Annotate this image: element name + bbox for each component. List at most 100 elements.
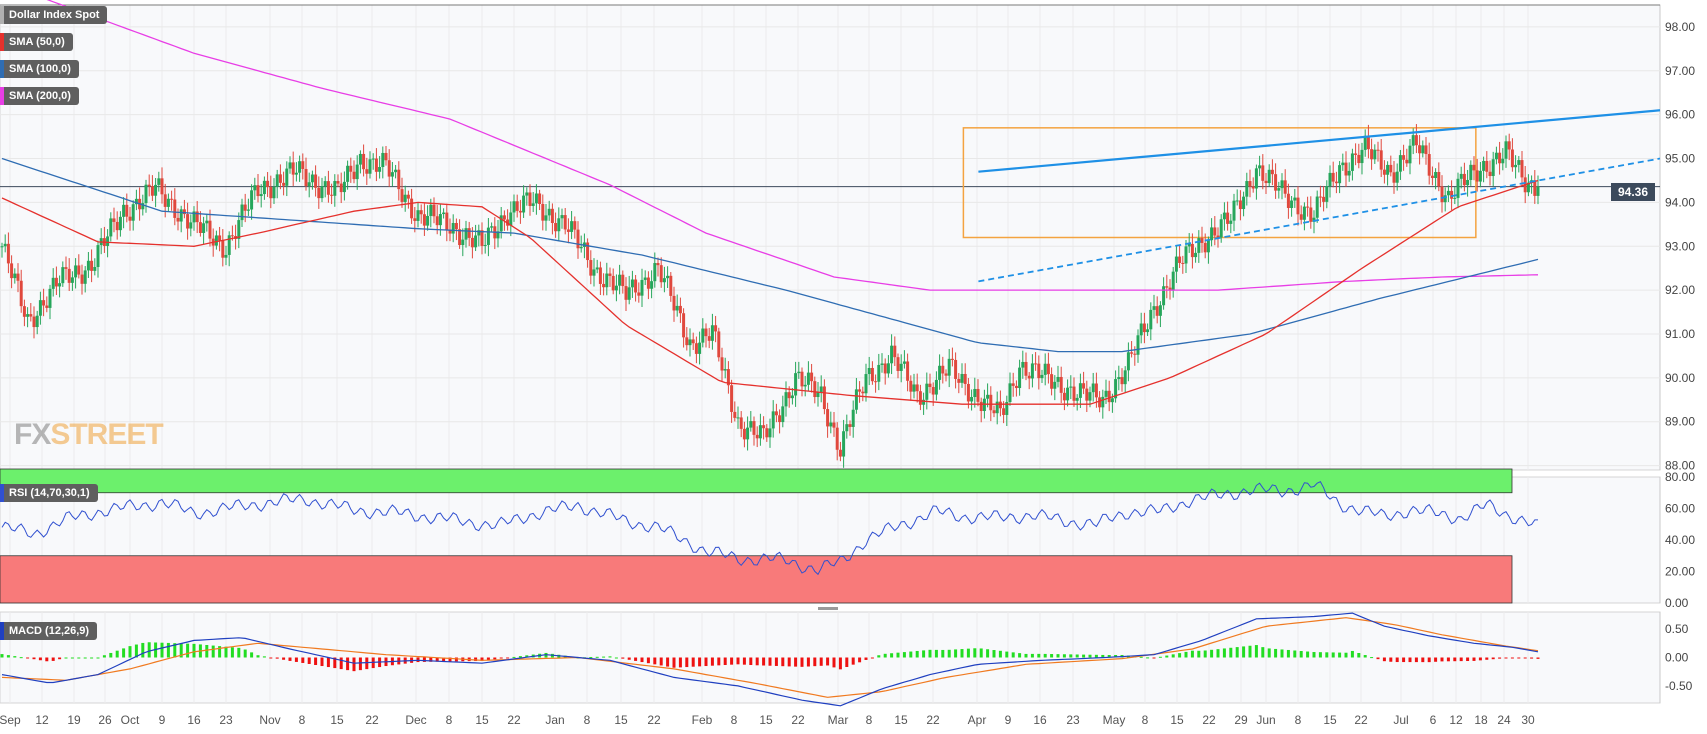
macd-histogram-bar [1434, 657, 1438, 662]
candle-body [342, 181, 346, 193]
candle-body [355, 164, 359, 180]
legend-rsi[interactable]: RSI (14,70,30,1) [0, 484, 98, 502]
price-tick-label: 91.00 [1665, 327, 1695, 341]
candle-body [205, 220, 209, 224]
x-tick-label: Oct [121, 713, 140, 727]
rsi-tick-label: 40.00 [1665, 533, 1695, 547]
candle-body [1264, 180, 1268, 184]
macd-histogram-bar [1357, 652, 1361, 658]
candle-body [1014, 385, 1018, 389]
candle-body [1091, 383, 1095, 393]
candle-body [1514, 164, 1518, 168]
candle-body [384, 152, 388, 161]
candle-body [1190, 243, 1194, 258]
candle-body [10, 263, 14, 279]
macd-histogram-bar [1318, 652, 1322, 658]
legend-macd[interactable]: MACD (12,26,9) [0, 622, 98, 640]
legend-sma200[interactable]: SMA (200,0) [0, 87, 79, 105]
candle-body [410, 198, 414, 219]
macd-histogram-bar [710, 657, 714, 666]
candle-body [490, 226, 494, 228]
legend-symbol[interactable]: Dollar Index Spot [0, 6, 108, 24]
macd-histogram-bar [890, 653, 894, 658]
candle-body [1197, 238, 1201, 253]
candle-body [173, 199, 177, 218]
candle-body [979, 401, 983, 412]
candle-body [131, 204, 135, 221]
legend-sma50[interactable]: SMA (50,0) [0, 33, 73, 51]
candle-body [477, 230, 481, 236]
price-tick-label: 89.00 [1665, 415, 1695, 429]
candle-body [659, 265, 663, 283]
candle-body [829, 422, 833, 427]
candle-body [1117, 377, 1121, 380]
candle-body [230, 235, 234, 237]
macd-histogram-bar [230, 647, 234, 658]
candle-body [1328, 172, 1332, 187]
candle-body [1491, 159, 1495, 177]
macd-histogram-bar [256, 655, 260, 658]
x-tick-label: Apr [968, 713, 987, 727]
macd-histogram-bar [1453, 657, 1457, 662]
macd-histogram-bar [947, 649, 951, 658]
legend-symbol-label: Dollar Index Spot [9, 9, 100, 21]
candle-body [1517, 160, 1521, 165]
macd-histogram-bar [1197, 650, 1201, 658]
macd-histogram-bar [320, 657, 324, 667]
macd-histogram-bar [19, 657, 23, 659]
candle-body [1430, 175, 1434, 179]
candle-body [1082, 383, 1086, 389]
candle-body [1427, 154, 1431, 176]
macd-histogram-bar [646, 657, 650, 664]
macd-histogram-bar [672, 657, 676, 668]
candle-body [157, 178, 161, 185]
candle-body [1475, 170, 1479, 182]
candle-body [1226, 212, 1230, 224]
candle-body [1152, 306, 1156, 310]
macd-histogram-bar [1235, 647, 1239, 658]
candle-body [906, 361, 910, 381]
candle-body [1248, 181, 1252, 187]
candle-body [122, 204, 126, 217]
legend-sma100[interactable]: SMA (100,0) [0, 60, 79, 78]
candle-body [429, 204, 433, 216]
legend-sma200-label: SMA (200,0) [9, 90, 71, 102]
candle-body [723, 369, 727, 371]
candle-body [691, 339, 695, 344]
candle-body [934, 379, 938, 395]
candle-body [179, 209, 183, 222]
candle-body [413, 218, 417, 221]
candle-body [749, 421, 753, 428]
macd-histogram-bar [205, 644, 209, 658]
candle-body [352, 171, 356, 180]
macd-histogram-bar [634, 657, 638, 661]
candle-body [272, 186, 276, 199]
macd-histogram-bar [973, 648, 977, 658]
macd-histogram-bar [1338, 652, 1342, 658]
macd-histogram-bar [1107, 654, 1111, 658]
candle-body [941, 365, 945, 374]
candle-body [58, 283, 62, 287]
macd-histogram-bar [1018, 653, 1022, 658]
macd-histogram-bar [838, 657, 842, 670]
candle-body [739, 417, 743, 429]
candle-body [1066, 387, 1070, 401]
candle-body [1437, 172, 1441, 187]
candle-body [851, 409, 855, 427]
x-tick-label: 6 [1430, 713, 1437, 727]
candle-body [653, 263, 657, 282]
candle-body [80, 274, 84, 284]
macd-histogram-bar [1011, 652, 1015, 658]
candle-body [1309, 207, 1313, 222]
candle-body [557, 218, 561, 232]
candle-body [1213, 227, 1217, 236]
candle-body [608, 273, 612, 276]
candle-body [1030, 363, 1034, 379]
candle-body [1338, 165, 1342, 184]
x-tick-label: 8 [299, 713, 306, 727]
candle-body [1133, 353, 1137, 355]
candle-body [1046, 363, 1050, 375]
rsi-tick-label: 80.00 [1665, 470, 1695, 484]
macd-histogram-bar [986, 649, 990, 658]
price-tick-label: 90.00 [1665, 371, 1695, 385]
